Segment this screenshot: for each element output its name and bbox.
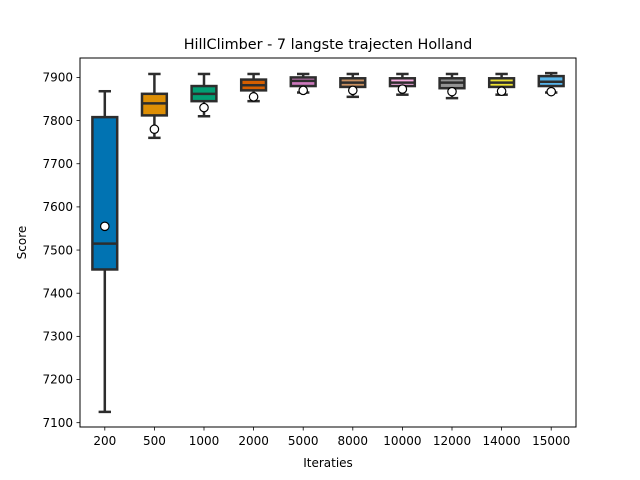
mean-marker	[347, 85, 358, 96]
box-group	[289, 72, 317, 96]
y-tick-label: 7400	[42, 286, 73, 300]
box-group	[487, 72, 516, 97]
box-group	[140, 72, 169, 140]
y-tick-label: 7200	[42, 373, 73, 387]
x-tick-label: 12000	[433, 434, 471, 448]
x-tick-label: 1000	[189, 434, 220, 448]
chart-title: HillClimber - 7 langste trajecten Hollan…	[184, 37, 473, 53]
mean-marker	[248, 92, 259, 102]
y-tick-label: 7300	[42, 330, 73, 344]
y-axis-label: Score	[15, 226, 29, 260]
box-group	[239, 72, 268, 103]
y-tick-label: 7700	[42, 157, 73, 171]
x-tick-label: 15000	[532, 434, 570, 448]
x-tick-label: 2000	[238, 434, 269, 448]
y-tick-label: 7900	[42, 71, 73, 85]
box-group	[339, 72, 367, 99]
plot-area	[91, 71, 565, 414]
box-iqr	[140, 92, 169, 117]
y-tick-label: 7600	[42, 200, 73, 214]
x-tick-label: 10000	[383, 434, 421, 448]
box-group	[438, 72, 466, 100]
mean-marker	[100, 221, 110, 232]
mean-marker	[546, 86, 556, 97]
box-group	[388, 72, 417, 96]
mean-marker	[397, 84, 408, 94]
x-tick-label: 200	[93, 434, 116, 448]
x-tick-label: 8000	[338, 434, 369, 448]
y-axis: 7100 7200 7300 7400 7500 7600 7700 7800 7900	[42, 71, 80, 430]
plot-frame	[79, 57, 577, 428]
y-tick-label: 7100	[42, 416, 73, 430]
mean-marker	[496, 86, 507, 97]
box-group	[537, 71, 565, 97]
box-iqr	[91, 115, 119, 271]
x-axis: 200 500 1000 2000 5000 8000 10000 12000 14000 150…	[93, 427, 570, 448]
mean-marker	[199, 102, 209, 113]
x-tick-label: 500	[143, 434, 166, 448]
box-group	[91, 89, 119, 414]
x-axis-label: Iteraties	[303, 456, 353, 470]
mean-marker	[298, 85, 308, 96]
mean-marker	[149, 124, 160, 135]
x-tick-label: 14000	[483, 434, 521, 448]
box-group	[190, 72, 218, 118]
x-tick-label: 5000	[288, 434, 319, 448]
y-tick-label: 7800	[42, 114, 73, 128]
mean-marker	[447, 86, 457, 97]
y-tick-label: 7500	[42, 243, 73, 257]
